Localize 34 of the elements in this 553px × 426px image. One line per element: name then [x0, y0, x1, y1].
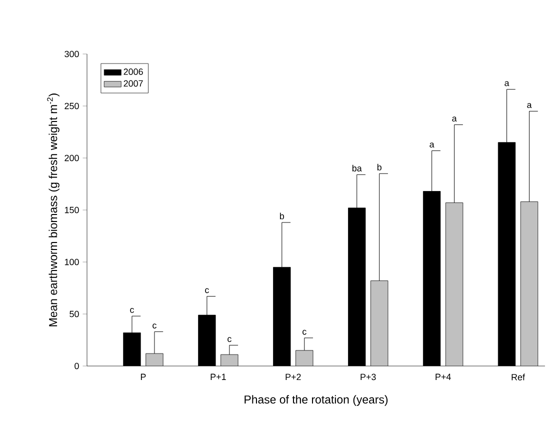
annotation: a [527, 103, 532, 108]
bar [520, 201, 538, 366]
x-tick-label: P+3 [360, 374, 376, 380]
x-axis-title: Phase of the rotation (years) [244, 395, 388, 406]
bar [446, 202, 463, 366]
annotation: a [430, 142, 434, 148]
x-tick-label: P+2 [286, 374, 301, 380]
bar [146, 354, 164, 366]
x-tick-label: P [140, 374, 146, 380]
bar [370, 280, 388, 366]
y-tick-label: 200 [64, 154, 79, 162]
x-tick-label: P+1 [210, 374, 226, 380]
annotation: b [280, 212, 284, 220]
y-tick-label: 250 [64, 102, 79, 110]
annotation: c [130, 308, 134, 313]
annotation: c [302, 330, 306, 335]
annotation: a [452, 116, 457, 122]
y-axis-title: Mean earthworm biomass (g fresh weight m$^{-2}$) [47, 94, 60, 326]
annotation: b [377, 164, 382, 170]
annotation: ba [352, 164, 362, 172]
annotation: a [504, 81, 510, 86]
x-tick-label: Ref [512, 374, 525, 380]
annotation: c [228, 337, 232, 342]
y-tick-label: 0 [74, 362, 79, 370]
annotation: c [205, 288, 209, 294]
y-tick-label: 300 [64, 50, 79, 58]
bar [296, 350, 314, 366]
y-tick-label: 100 [64, 258, 79, 266]
y-tick-label: 150 [64, 206, 79, 214]
x-tick-label: P+4 [436, 374, 451, 380]
y-tick-label: 50 [70, 310, 79, 318]
annotation: c [152, 324, 156, 328]
legend-label: 2006 [124, 68, 143, 75]
legend-label: 2007 [124, 80, 143, 87]
